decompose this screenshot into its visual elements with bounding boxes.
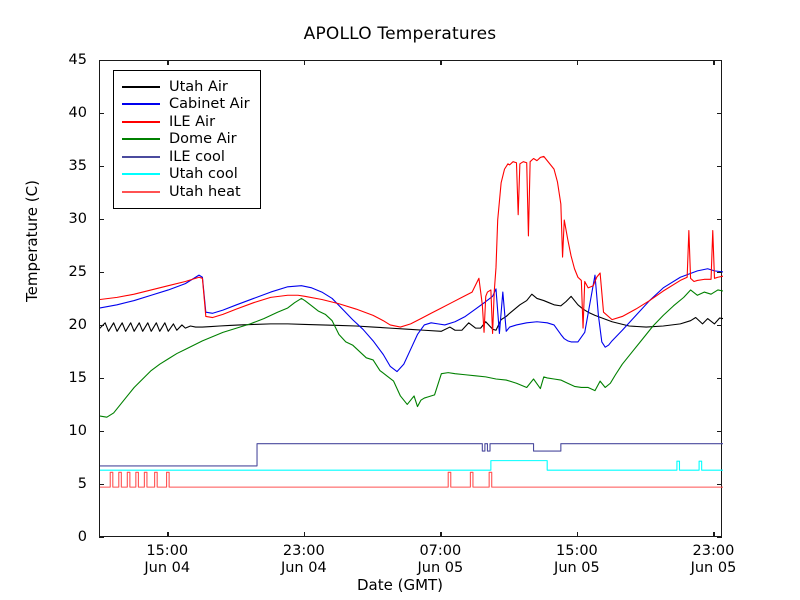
y-tick-mark [717, 537, 722, 539]
series-line [100, 268, 723, 373]
y-tick-mark [717, 272, 722, 274]
legend-item[interactable]: ILE Air [122, 113, 250, 131]
y-tick-mark [99, 219, 104, 221]
x-tick-label: 15:00 Jun 04 [144, 543, 191, 576]
legend-label: Dome Air [169, 131, 237, 148]
x-axis-label: Date (GMT) [356, 576, 444, 594]
y-tick-mark [717, 60, 722, 62]
legend-color-swatch [122, 173, 160, 176]
x-tick-label: 15:00 Jun 05 [554, 543, 600, 576]
y-tick-mark [99, 272, 104, 274]
legend-color-swatch [122, 85, 160, 88]
y-tick-label: 35 [68, 158, 87, 174]
y-tick-label: 45 [68, 52, 87, 68]
x-tick-mark [167, 532, 169, 537]
y-tick-mark [717, 484, 722, 486]
series-line [100, 471, 723, 488]
plot-lines [100, 155, 723, 488]
legend-item[interactable]: Utah Air [122, 78, 250, 96]
legend-item[interactable]: Cabinet Air [122, 96, 250, 114]
y-tick-mark [717, 113, 722, 115]
series-line [100, 460, 723, 471]
x-tick-mark [576, 60, 579, 65]
y-tick-mark [717, 219, 722, 221]
legend-label: ILE cool [169, 148, 225, 165]
legend-label: ILE Air [169, 113, 216, 130]
y-tick-label: 20 [68, 317, 87, 333]
legend-item[interactable]: Utah heat [122, 183, 250, 201]
legend-color-swatch [122, 155, 160, 158]
y-tick-mark [717, 431, 722, 433]
y-tick-mark [99, 60, 104, 62]
legend-color-swatch [122, 120, 160, 123]
y-tick-mark [717, 325, 722, 327]
y-tick-label: 25 [68, 264, 87, 280]
y-tick-mark [717, 378, 722, 380]
chart-title: APOLLO Temperatures [303, 24, 497, 44]
legend-item[interactable]: Utah cool [122, 166, 250, 184]
x-tick-label: 23:00 Jun 05 [690, 543, 737, 576]
y-tick-label: 10 [68, 423, 87, 439]
chart-legend: Utah Air Cabinet Air ILE Air Dome Air ILE co… [113, 70, 261, 209]
x-tick-mark [713, 532, 715, 537]
legend-item[interactable]: Dome Air [122, 131, 250, 149]
y-tick-mark [99, 166, 104, 168]
legend-item[interactable]: ILE cool [122, 148, 250, 166]
y-tick-mark [99, 325, 104, 327]
x-tick-mark [440, 60, 442, 65]
y-tick-label: 5 [77, 476, 87, 492]
x-tick-mark [576, 532, 579, 537]
legend-label: Cabinet Air [169, 96, 250, 113]
legend-label: Utah cool [169, 166, 238, 183]
x-tick-label: 07:00 Jun 05 [417, 543, 464, 576]
x-tick-mark [440, 532, 442, 537]
x-tick-mark [167, 60, 169, 65]
legend-color-swatch [122, 138, 160, 141]
legend-label: Utah Air [169, 78, 228, 95]
y-tick-mark [99, 113, 104, 115]
legend-label: Utah heat [169, 183, 241, 200]
x-tick-mark [713, 60, 715, 65]
series-line [100, 155, 723, 334]
y-tick-label: 30 [68, 211, 87, 227]
y-tick-mark [717, 166, 722, 168]
series-line [100, 289, 723, 418]
x-tick-label: 23:00 Jun 04 [280, 543, 327, 576]
x-tick-mark [303, 532, 306, 537]
y-tick-mark [99, 378, 104, 380]
y-tick-label: 40 [68, 105, 87, 121]
y-tick-label: 0 [77, 529, 87, 545]
legend-color-swatch [122, 190, 160, 193]
y-tick-mark [99, 431, 104, 433]
y-tick-label: 15 [68, 370, 87, 386]
y-tick-mark [99, 484, 104, 486]
x-tick-mark [303, 60, 306, 65]
series-line [100, 443, 723, 467]
y-tick-mark [99, 537, 104, 539]
legend-color-swatch [122, 103, 160, 106]
